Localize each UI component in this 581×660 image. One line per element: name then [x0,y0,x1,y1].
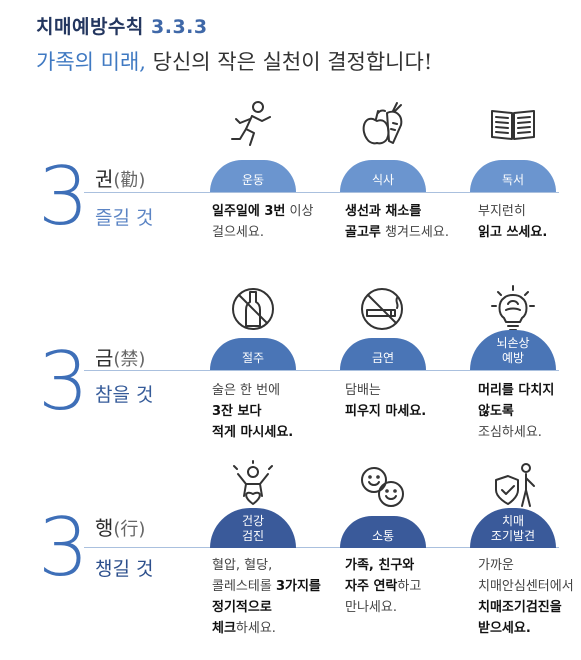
label-dome-early-detection: 치매 조기발견 [470,508,556,548]
desc-text: 담배는 [345,383,381,398]
title-text: 치매예방수칙 [36,16,144,38]
big-number: 3 [38,335,89,428]
label-dome-diet: 식사 [340,160,426,192]
page-title: 치매예방수칙 3.3.3 [36,12,208,39]
desc-bold: 정기적으로 [212,600,272,615]
section-action: 3 행(行) 챙길 것 건강 검진 혈압, 혈당, 콜레스테롤 3가지를 정기적으로… [0,460,581,660]
label-dome-health-checkup: 건강 검진 [210,508,296,548]
action-label: 참을 것 [95,384,154,406]
heart-person-icon [228,460,278,510]
category-hanja: (禁) [113,349,146,370]
desc-line: 걸으세요. [212,225,264,240]
desc-bold: 않도록 [478,404,514,419]
category-label: 금(禁) [95,342,145,371]
running-person-icon [228,99,278,149]
divider-line [84,192,559,193]
desc-text: 술은 한 번에 [212,383,281,398]
category-label: 권(勸) [95,163,145,192]
smiley-faces-icon [357,462,407,512]
book-icon [488,99,538,149]
subtitle-rest: 당신의 작은 실천이 결정합니다! [152,50,433,74]
item-description: 생선과 채소를 골고루 챙겨드세요. [345,204,449,240]
action-label: 즐길 것 [95,207,154,229]
item-description: 혈압, 혈당, 콜레스테롤 3가지를 정기적으로 체크하세요. [212,558,321,636]
desc-bold: 가족, 친구와 [345,558,415,573]
shield-person-icon [490,460,540,510]
big-number: 3 [38,150,89,243]
subtitle-highlight: 가족의 미래, [36,50,146,74]
action-label: 챙길 것 [95,558,154,580]
desc-bold: 피우지 마세요. [345,404,427,419]
desc-text: 부지런히 [478,204,526,219]
brain-bulb-icon [488,284,538,334]
category-char: 행 [95,516,114,540]
title-number: 3.3.3 [151,16,208,38]
desc-text: 혈압, 혈당, [212,558,273,573]
label-dome-exercise: 운동 [210,160,296,192]
desc-text: 이상 [285,204,314,219]
desc-bold: 3잔 보다 [212,404,262,419]
category-char: 권 [95,167,114,191]
item-label: 운동 [241,172,265,187]
desc-bold: 치매조기검진을 [478,600,562,615]
item-label: 금연 [371,350,395,365]
no-smoking-icon [357,284,407,334]
desc-bold: 받으세요. [478,621,531,636]
category-hanja: (勸) [113,170,146,191]
desc-bold: 적게 마시세요. [212,425,294,440]
category-hanja: (行) [113,519,146,540]
item-label: 식사 [371,172,395,187]
desc-bold: 일주일에 3번 [212,204,286,219]
label-dome-reading: 독서 [470,160,556,192]
label-dome-communication: 소통 [340,516,426,548]
desc-bold: 읽고 쓰세요. [478,225,548,240]
desc-text: 치매안심센터에서 [478,579,574,594]
label-dome-drinking: 절주 [210,338,296,370]
label-dome-no-smoking: 금연 [340,338,426,370]
label-dome-brain-injury: 뇌손상 예방 [470,330,556,370]
item-label: 치매 조기발견 [490,514,536,543]
item-label: 절주 [241,350,265,365]
category-label: 행(行) [95,512,145,541]
item-label: 건강 검진 [241,514,265,543]
page-subtitle: 가족의 미래, 당신의 작은 실천이 결정합니다! [36,46,432,76]
item-label: 소통 [371,528,395,543]
item-label: 독서 [501,172,525,187]
desc-text: 만나세요. [345,600,397,615]
divider-line [84,547,559,548]
desc-bold: 생선과 채소를 [345,204,422,219]
desc-text: 가까운 [478,558,514,573]
item-label: 뇌손상 예방 [496,336,530,365]
no-alcohol-icon [228,284,278,334]
desc-bold: 머리를 다치지 [478,383,555,398]
item-description: 가족, 친구와 자주 연락하고 만나세요. [345,558,422,615]
big-number: 3 [38,501,89,594]
divider-line [84,370,559,371]
fruit-vegetable-icon [357,99,407,149]
desc-text: 조심하세요. [478,425,542,440]
category-char: 금 [95,346,114,370]
